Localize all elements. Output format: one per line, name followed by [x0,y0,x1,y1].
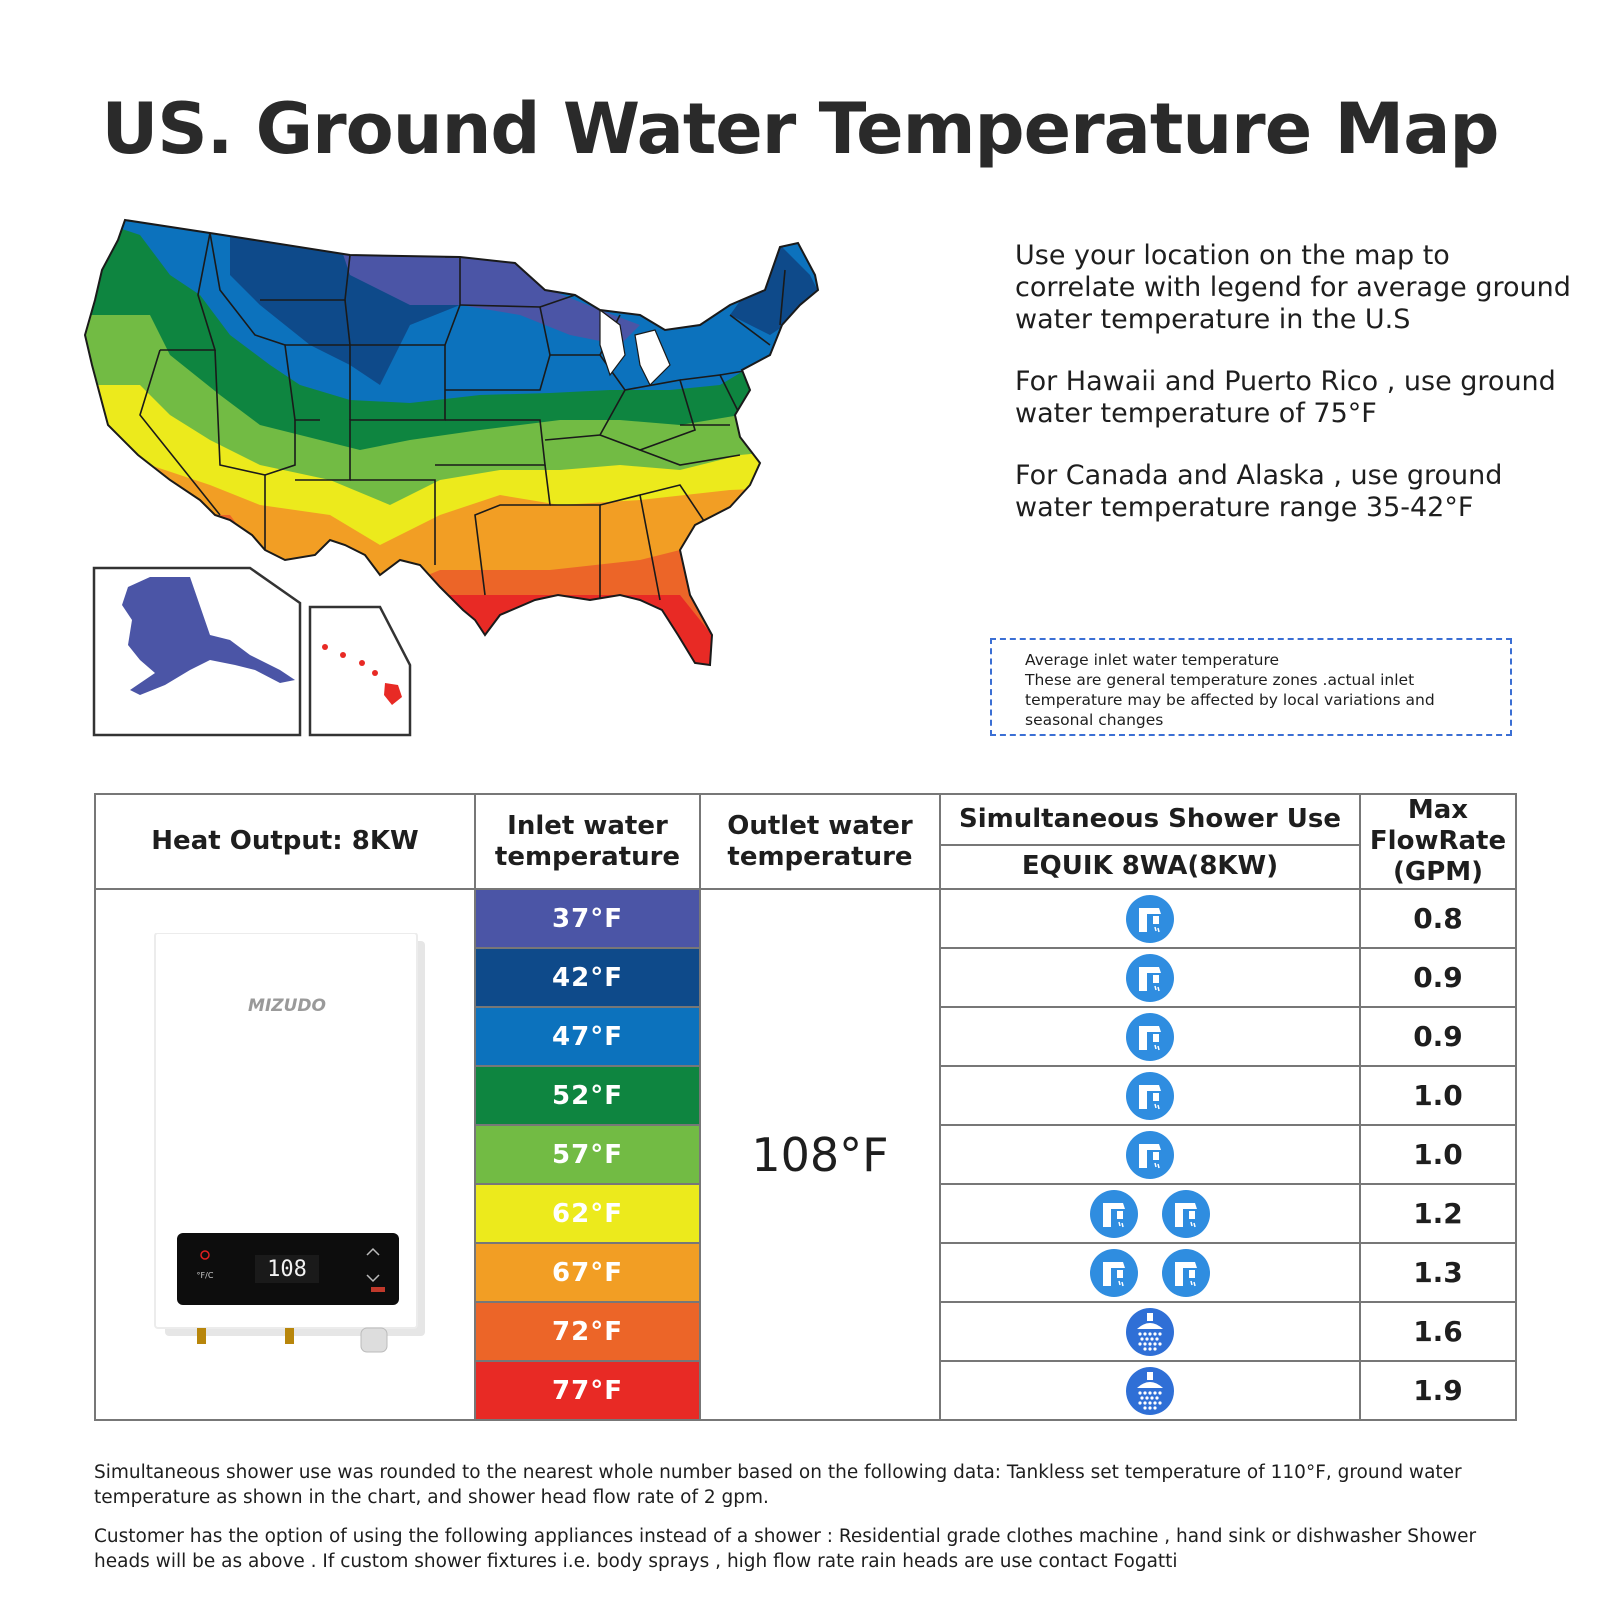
table-row: MIZUDO °F/C 108 37°F 108°F 0.8 [94,888,1517,1421]
inlet-temp-cell: 57°F [474,1124,701,1185]
inlet-temp-cell: 37°F [474,888,701,949]
shower-use-cell [939,1124,1361,1185]
faucet-icon [1090,1248,1139,1297]
map-instructions: Use your location on the map to correlat… [1015,240,1575,554]
flow-rate-table: Heat Output: 8KW Inlet water temperature… [94,793,1517,1421]
inlet-temp-cell: 67°F [474,1242,701,1303]
model-label: EQUIK 8WA(8KW) [939,843,1361,891]
inlet-temp-cell: 42°F [474,947,701,1008]
us-temperature-map [80,215,850,745]
simultaneous-shower-header: Simultaneous Shower Use [939,793,1361,846]
shower-use-cell [939,888,1361,949]
outlet-pipe [285,1327,294,1344]
table-row: 62°F 1.2 [95,1183,1517,1244]
outlet-temp-value: 108°F [699,888,941,1421]
faucet-icon [1126,1012,1174,1061]
shower-use-cell [939,1360,1361,1421]
faucet-icon [1126,894,1174,943]
max-flow-value: 1.0 [1359,1065,1517,1126]
heater-display: 108 [267,1257,307,1282]
instruction-hawaii-puerto-rico: For Hawaii and Puerto Rico , use ground … [1015,366,1556,429]
shower-use-cell [939,1301,1361,1362]
shower-use-cell [939,947,1361,1008]
max-flow-value: 1.9 [1359,1360,1517,1421]
shower-head-icon [1126,1307,1174,1356]
heat-output-header: Heat Output: 8KW [94,793,476,890]
inlet-temp-cell: 77°F [474,1360,701,1421]
inlet-temp-cell: 62°F [474,1183,701,1244]
max-flow-value: 0.9 [1359,1006,1517,1067]
inlet-temp-cell: 47°F [474,1006,701,1067]
temp-down-icon[interactable] [366,1273,380,1282]
outlet-temp-header: Outlet water temperature [699,793,941,890]
faucet-icon [1161,1189,1210,1238]
shower-use-cell [939,1183,1361,1244]
temp-up-icon[interactable] [366,1247,380,1256]
inlet-temp-cell: 52°F [474,1065,701,1126]
unit-toggle[interactable]: °F/C [197,1271,214,1280]
table-row: 52°F 1.0 [95,1065,1517,1126]
faucet-icon [1126,1071,1174,1120]
shower-use-cell [939,1242,1361,1303]
inlet-temp-header: Inlet water temperature [474,793,701,890]
water-heater-illustration: MIZUDO °F/C 108 [154,931,425,1352]
alaska-inset [92,566,302,737]
inlet-pipe [197,1327,206,1344]
note-text: These are general temperature zones .act… [1025,671,1435,729]
table-row: 47°F 0.9 [95,1006,1517,1067]
footer-note-appliances: Customer has the option of using the fol… [94,1526,1477,1572]
max-flow-value: 1.2 [1359,1183,1517,1244]
page-title: US. Ground Water Temperature Map [101,88,1499,170]
instruction-canada-alaska: For Canada and Alaska , use ground water… [1015,460,1503,523]
max-flow-value: 1.3 [1359,1242,1517,1303]
table-row: 42°F 0.9 [95,947,1517,1008]
max-flow-header: Max FlowRate (GPM) [1359,793,1517,890]
power-icon[interactable] [200,1249,210,1260]
shower-use-cell [939,1006,1361,1067]
max-flow-value: 1.0 [1359,1124,1517,1185]
inlet-temp-cell: 72°F [474,1301,701,1362]
note-title: Average inlet water temperature [1025,651,1280,669]
max-flow-value: 1.6 [1359,1301,1517,1362]
heater-brand: MIZUDO [248,996,326,1016]
faucet-icon [1090,1189,1139,1238]
table-row: 67°F 1.3 [95,1242,1517,1303]
instruction-location: Use your location on the map to correlat… [1015,240,1571,335]
shower-head-icon [1126,1366,1174,1415]
table-row: 72°F 1.6 [95,1301,1517,1362]
table-row: 77°F 1.9 [95,1360,1517,1421]
faucet-icon [1161,1248,1210,1297]
faucet-icon [1126,953,1174,1002]
footer-note-rounding: Simultaneous shower use was rounded to t… [94,1462,1462,1508]
max-flow-value: 0.8 [1359,888,1517,949]
heater-image-cell: MIZUDO °F/C 108 [94,888,476,1421]
footer-notes: Simultaneous shower use was rounded to t… [94,1460,1534,1588]
hawaii-inset [308,605,412,737]
max-flow-value: 0.9 [1359,947,1517,1008]
legend-note-box: Average inlet water temperature These ar… [990,638,1512,736]
shower-use-cell [939,1065,1361,1126]
table-row: 57°F 1.0 [95,1124,1517,1185]
cable-gland [360,1327,388,1352]
faucet-icon [1126,1130,1174,1179]
